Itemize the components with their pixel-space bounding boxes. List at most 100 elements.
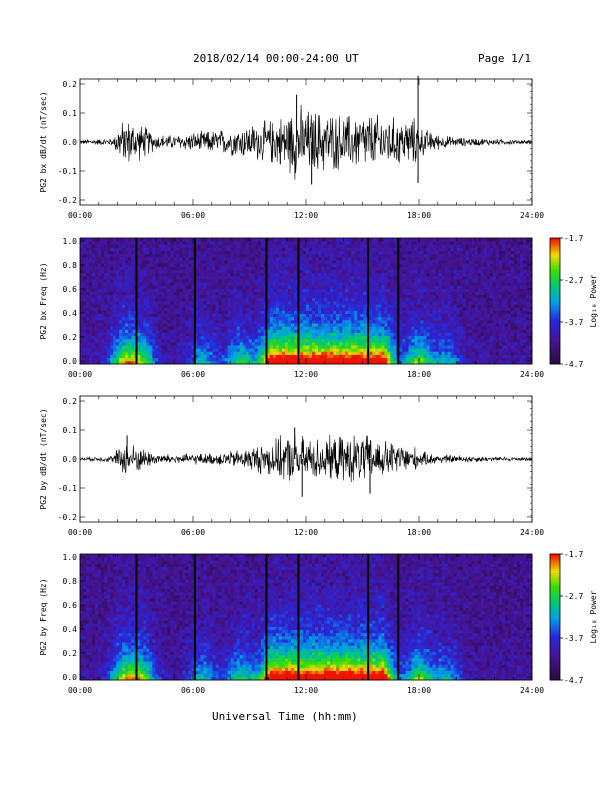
spectrogram-cell	[357, 357, 361, 362]
spectrogram-cell	[92, 329, 96, 333]
spectrogram-cell	[324, 354, 328, 359]
spectrogram-cell	[423, 335, 427, 340]
spectrogram-cell	[179, 297, 183, 302]
spectrogram-cell	[179, 260, 183, 264]
spectrogram-cell	[432, 272, 436, 277]
spectrogram-cell	[110, 316, 114, 321]
spectrogram-cell	[363, 297, 367, 302]
spectrogram-cell	[104, 357, 108, 362]
spectrogram-cell	[393, 313, 397, 318]
spectrogram-cell	[318, 238, 322, 242]
spectrogram-cell	[221, 332, 226, 337]
spectrogram-cell	[194, 244, 198, 248]
spectrogram-cell	[372, 357, 376, 362]
spectrogram-cell	[146, 345, 150, 349]
spectrogram-cell	[212, 348, 216, 352]
spectrogram-cell	[107, 244, 111, 248]
spectrogram-cell	[227, 357, 232, 362]
spectrogram-cell	[200, 250, 204, 255]
spectrogram-cell	[336, 301, 340, 305]
spectrogram-cell	[170, 313, 174, 318]
spectrogram-cell	[441, 278, 446, 283]
spectrogram-cell	[420, 301, 424, 305]
spectrogram-cell	[95, 357, 99, 362]
spectrogram-cell	[236, 269, 241, 274]
spectrogram-cell	[167, 345, 171, 349]
spectrogram-cell	[215, 335, 220, 340]
spectrogram-cell	[92, 278, 96, 283]
spectrogram-cell	[173, 269, 177, 274]
spectrogram-cell	[414, 250, 418, 255]
spectrogram-cell	[92, 348, 96, 352]
spectrogram-cell	[312, 360, 316, 365]
spectrogram-cell	[167, 332, 171, 337]
spectrogram-cell	[402, 332, 406, 337]
spectrogram-cell	[402, 266, 406, 270]
spectrogram-cell	[95, 360, 99, 365]
spectrogram-cell	[354, 272, 358, 277]
spectrogram-cell	[336, 338, 340, 343]
spectrogram-cell	[393, 357, 397, 362]
spectrogram-cell	[86, 326, 90, 330]
spectrogram-cell	[98, 266, 102, 270]
spectrogram-cell	[324, 260, 328, 264]
spectrogram-cell	[251, 253, 256, 258]
spectrogram-cell	[164, 329, 168, 333]
spectrogram-cell	[221, 338, 226, 343]
spectrogram-cell	[95, 338, 99, 343]
spectrogram-cell	[393, 319, 397, 324]
spectrogram-cell	[378, 278, 382, 283]
spectrogram-cell	[95, 238, 99, 242]
spectrogram-cell	[122, 288, 126, 292]
spectrogram-cell	[140, 319, 144, 324]
spectrogram-cell	[420, 247, 424, 251]
spectrogram-cell	[269, 307, 274, 311]
spectrogram-cell	[372, 260, 376, 264]
spectrogram-cell	[281, 345, 286, 349]
spectrogram-cell	[203, 319, 207, 324]
spectrogram-cell	[441, 345, 446, 349]
spectrogram-cell	[315, 250, 319, 255]
spectrogram-cell	[212, 275, 216, 280]
spectrogram-cell	[369, 357, 373, 362]
spectrogram-cell	[257, 285, 262, 289]
spectrogram-cell	[293, 304, 298, 308]
spectrogram-cell	[372, 294, 376, 299]
spectrogram-cell	[345, 282, 349, 286]
spectrogram-cell	[101, 256, 105, 261]
spectrogram-cell	[254, 351, 259, 355]
spectrogram-cell	[101, 297, 105, 302]
spectrogram-cell	[230, 256, 235, 261]
spectrogram-cell	[140, 244, 144, 248]
spectrogram-cell	[236, 316, 241, 321]
spectrogram-cell	[348, 260, 352, 264]
spectrogram-cell	[363, 301, 367, 305]
spectrogram-cell	[411, 238, 415, 242]
spectrogram-cell	[200, 354, 204, 359]
spectrogram-cell	[233, 288, 238, 292]
spectrogram-cell	[441, 256, 446, 261]
spectrogram-cell	[266, 319, 271, 324]
spectrogram-cell	[248, 275, 253, 280]
spectrogram-cell	[113, 297, 117, 302]
spectrogram-cell	[245, 310, 250, 314]
spectrogram-cell	[315, 285, 319, 289]
spectrogram-cell	[357, 263, 361, 267]
spectrogram-cell	[125, 341, 129, 346]
spectrogram-cell	[278, 247, 283, 251]
spectrogram-cell	[143, 307, 147, 311]
spectrogram-cell	[227, 278, 232, 283]
spectrogram-cell	[194, 326, 198, 330]
spectrogram-cell	[324, 288, 328, 292]
spectrogram-cell	[327, 351, 331, 355]
spectrogram-cell	[312, 285, 316, 289]
spectrogram-cell	[299, 319, 304, 324]
spectrogram-cell	[369, 250, 373, 255]
spectrogram-cell	[339, 282, 343, 286]
spectrogram-cell	[444, 247, 449, 251]
spectrogram-cell	[122, 275, 126, 280]
spectrogram-cell	[339, 319, 343, 324]
spectrogram-cell	[245, 256, 250, 261]
spectrogram-cell	[281, 319, 286, 324]
spectrogram-cell	[176, 244, 180, 248]
